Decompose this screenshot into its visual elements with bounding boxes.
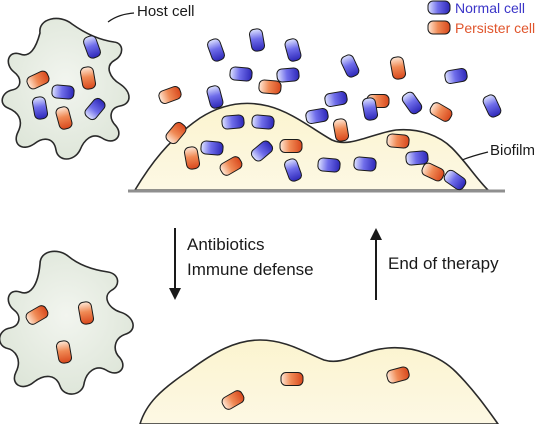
persister-cell-icon bbox=[219, 156, 243, 176]
biofilm-leader-line bbox=[461, 151, 489, 161]
bacteria-layer bbox=[25, 28, 502, 410]
normal-cell-icon bbox=[305, 107, 329, 125]
normal-cell-icon bbox=[221, 114, 245, 130]
persister-cell-icon bbox=[77, 301, 95, 325]
legend-persister-icon bbox=[427, 20, 451, 35]
persister-cell-icon bbox=[183, 146, 201, 170]
end-of-therapy-label: End of therapy bbox=[388, 254, 499, 273]
normal-cell-icon bbox=[207, 38, 225, 62]
persister-cell-icon bbox=[55, 106, 73, 130]
normal-cell-icon bbox=[206, 85, 224, 109]
normal-cell-icon bbox=[251, 114, 275, 130]
normal-cell-icon bbox=[317, 157, 341, 173]
up-arrowhead bbox=[370, 228, 382, 240]
persister-cell-icon bbox=[421, 162, 445, 182]
persister-cell-icon bbox=[332, 118, 350, 142]
persister-cell-icon bbox=[386, 133, 410, 149]
normal-cell-icon bbox=[284, 38, 302, 62]
normal-cell-icon bbox=[51, 84, 75, 100]
persister-cell-icon bbox=[258, 79, 282, 95]
antibiotics-label: Antibiotics bbox=[187, 235, 265, 254]
persister-cell-icon bbox=[429, 102, 453, 122]
normal-cell-icon bbox=[84, 97, 106, 121]
normal-cell-icon bbox=[482, 94, 502, 118]
biofilm-bottom bbox=[139, 339, 499, 424]
down-arrowhead bbox=[169, 288, 181, 300]
normal-cell-icon bbox=[229, 66, 253, 82]
host-cell-bottom bbox=[0, 250, 134, 395]
persister-cell-icon bbox=[79, 66, 97, 90]
legend-normal-label: Normal cell bbox=[455, 0, 526, 16]
legend-persister-label: Persister cell bbox=[455, 20, 536, 36]
persister-cell-icon bbox=[165, 121, 187, 145]
normal-cell-icon bbox=[401, 91, 423, 115]
normal-cell-icon bbox=[248, 28, 266, 52]
normal-cell-icon bbox=[250, 140, 274, 162]
persister-cell-icon bbox=[386, 366, 410, 384]
persister-cell-icon bbox=[389, 56, 407, 80]
normal-cell-icon bbox=[340, 54, 360, 78]
persister-cell-icon bbox=[158, 86, 182, 104]
persister-cell-icon bbox=[25, 305, 49, 325]
normal-cell-icon bbox=[324, 90, 348, 108]
normal-cell-icon bbox=[444, 67, 468, 85]
normal-cell-icon bbox=[353, 156, 377, 172]
persister-cell-icon bbox=[221, 390, 245, 410]
normal-cell-icon bbox=[284, 158, 302, 182]
biofilm-label: Biofilm bbox=[490, 142, 536, 159]
normal-cell-icon bbox=[443, 169, 467, 191]
normal-cell-icon bbox=[361, 97, 379, 121]
normal-cell-icon bbox=[31, 96, 49, 120]
normal-cell-icon bbox=[276, 67, 300, 83]
host-cell-leader-line bbox=[107, 12, 135, 23]
legend-normal-icon bbox=[427, 0, 451, 15]
persister-cell-icon bbox=[280, 372, 304, 386]
normal-cell-icon bbox=[405, 150, 429, 166]
persister-cell-icon bbox=[55, 340, 73, 364]
persister-cell-icon bbox=[26, 70, 50, 90]
immune-defense-label: Immune defense bbox=[187, 260, 314, 279]
normal-cell-icon bbox=[83, 35, 101, 59]
normal-cell-icon bbox=[200, 140, 224, 156]
host-cell-label: Host cell bbox=[137, 3, 195, 20]
persister-cell-icon bbox=[279, 139, 303, 153]
